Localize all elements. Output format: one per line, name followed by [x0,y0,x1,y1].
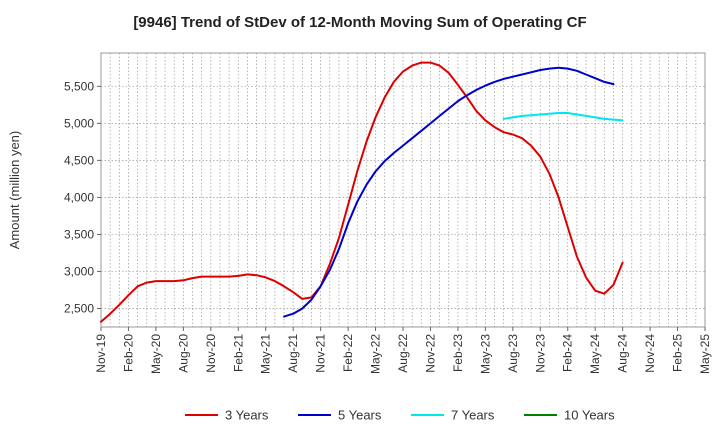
x-tick-label: May-20 [149,334,163,374]
x-tick-label: Nov-20 [204,334,218,373]
y-tick-label: 4,500 [64,153,94,167]
x-tick-label: May-25 [698,334,712,374]
x-tick-label: Aug-21 [286,334,300,373]
y-tick-label: 3,500 [64,227,94,241]
x-tick-label: Feb-24 [561,334,575,372]
x-tick-label: May-21 [259,334,273,374]
x-tick-label: Aug-20 [176,334,190,373]
x-tick-label: Aug-22 [396,334,410,373]
x-tick-label: Feb-25 [671,334,685,372]
x-tick-label: Nov-21 [314,334,328,373]
y-tick-label: 2,500 [64,301,94,315]
series-line-5-years [283,66,615,318]
x-tick-label: May-23 [478,334,492,374]
series-lines [100,61,624,323]
x-tick-label: Aug-23 [506,334,520,373]
x-tick-label: May-22 [369,334,383,374]
series-line-3-years [100,61,624,323]
series-line-7-years [502,112,624,122]
x-tick-label: Feb-22 [341,334,355,372]
legend-label: 5 Years [338,408,382,423]
legend-label: 10 Years [564,408,615,423]
x-tick-label: Feb-21 [231,334,245,372]
x-axis-ticks: Nov-19 Feb-20 May-20 Aug-20 Nov-20 Feb-21 May-… [94,327,712,374]
y-axis-ticks: 2,500 3,000 3,500 4,000 4,500 5,000 5,500 [64,79,101,315]
x-tick-label: Nov-22 [423,334,437,373]
x-tick-label: Nov-23 [533,334,547,373]
y-tick-label: 5,000 [64,116,94,130]
y-tick-label: 4,000 [64,190,94,204]
y-tick-label: 3,000 [64,264,94,278]
x-tick-label: Nov-24 [643,334,657,373]
x-tick-label: May-24 [588,334,602,374]
chart-title: [9946] Trend of StDev of 12-Month Moving… [133,14,587,31]
y-tick-label: 5,500 [64,79,94,93]
y-axis-title: Amount (million yen) [7,131,22,250]
x-tick-label: Feb-23 [451,334,465,372]
x-tick-label: Feb-20 [121,334,135,372]
legend-label: 3 Years [225,408,269,423]
legend-label: 7 Years [451,408,495,423]
legend: 3 Years 5 Years 7 Years 10 Years [185,408,615,423]
x-tick-label: Aug-24 [616,334,630,373]
x-tick-label: Nov-19 [94,334,108,373]
